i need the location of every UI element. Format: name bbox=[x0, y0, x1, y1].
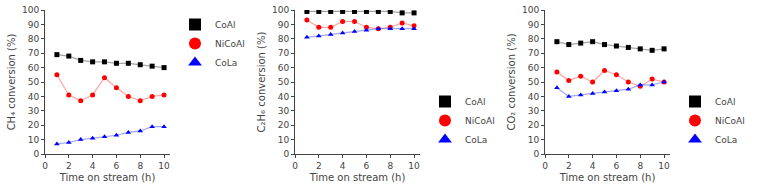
svg-text:CoAl: CoAl bbox=[465, 97, 485, 107]
svg-text:Time on stream (h): Time on stream (h) bbox=[59, 172, 156, 183]
svg-text:6: 6 bbox=[114, 161, 120, 171]
svg-text:0: 0 bbox=[33, 149, 39, 159]
svg-text:0: 0 bbox=[533, 149, 539, 159]
svg-text:10: 10 bbox=[408, 161, 420, 171]
svg-text:0: 0 bbox=[283, 149, 289, 159]
svg-text:40: 40 bbox=[528, 92, 540, 102]
svg-text:30: 30 bbox=[28, 106, 40, 116]
svg-text:CoAl: CoAl bbox=[715, 97, 735, 107]
svg-text:8: 8 bbox=[637, 161, 643, 171]
svg-text:2: 2 bbox=[566, 161, 572, 171]
svg-text:40: 40 bbox=[28, 92, 40, 102]
svg-text:4: 4 bbox=[590, 161, 596, 171]
svg-text:90: 90 bbox=[28, 20, 40, 30]
svg-text:40: 40 bbox=[278, 92, 290, 102]
svg-text:100: 100 bbox=[272, 5, 289, 15]
svg-text:100: 100 bbox=[22, 5, 39, 15]
svg-text:50: 50 bbox=[28, 77, 40, 87]
svg-text:20: 20 bbox=[28, 120, 40, 130]
svg-text:80: 80 bbox=[28, 34, 40, 44]
svg-text:Time on stream (h): Time on stream (h) bbox=[309, 172, 406, 183]
svg-text:CoLa: CoLa bbox=[465, 135, 487, 145]
svg-text:90: 90 bbox=[278, 20, 290, 30]
svg-text:60: 60 bbox=[28, 63, 40, 73]
svg-text:100: 100 bbox=[522, 5, 539, 15]
svg-text:70: 70 bbox=[528, 48, 540, 58]
svg-text:8: 8 bbox=[387, 161, 393, 171]
svg-text:CoAl: CoAl bbox=[215, 20, 235, 30]
svg-text:50: 50 bbox=[528, 77, 540, 87]
svg-text:10: 10 bbox=[158, 161, 170, 171]
svg-text:20: 20 bbox=[528, 120, 540, 130]
svg-text:CH₄ conversion (%): CH₄ conversion (%) bbox=[6, 34, 17, 131]
svg-text:10: 10 bbox=[658, 161, 670, 171]
svg-text:4: 4 bbox=[90, 161, 96, 171]
svg-text:10: 10 bbox=[278, 135, 290, 145]
svg-text:NiCoAl: NiCoAl bbox=[465, 116, 495, 126]
svg-text:C₂H₆ conversion (%): C₂H₆ conversion (%) bbox=[256, 32, 267, 133]
svg-text:CO₂ conversion (%): CO₂ conversion (%) bbox=[506, 33, 517, 130]
svg-text:70: 70 bbox=[28, 48, 40, 58]
svg-text:CoLa: CoLa bbox=[215, 58, 237, 68]
svg-text:2: 2 bbox=[66, 161, 72, 171]
svg-text:30: 30 bbox=[528, 106, 540, 116]
svg-text:0: 0 bbox=[42, 161, 48, 171]
svg-text:20: 20 bbox=[278, 120, 290, 130]
svg-text:10: 10 bbox=[528, 135, 540, 145]
svg-text:6: 6 bbox=[364, 161, 370, 171]
svg-text:10: 10 bbox=[28, 135, 40, 145]
svg-text:4: 4 bbox=[340, 161, 346, 171]
svg-text:90: 90 bbox=[528, 20, 540, 30]
svg-text:30: 30 bbox=[278, 106, 290, 116]
svg-text:60: 60 bbox=[528, 63, 540, 73]
svg-text:80: 80 bbox=[278, 34, 290, 44]
svg-text:Time on stream (h): Time on stream (h) bbox=[559, 172, 656, 183]
svg-text:0: 0 bbox=[292, 161, 298, 171]
svg-text:6: 6 bbox=[614, 161, 620, 171]
svg-text:80: 80 bbox=[528, 34, 540, 44]
svg-text:2: 2 bbox=[316, 161, 322, 171]
svg-text:8: 8 bbox=[137, 161, 143, 171]
svg-text:0: 0 bbox=[542, 161, 548, 171]
svg-text:70: 70 bbox=[278, 48, 290, 58]
svg-text:60: 60 bbox=[278, 63, 290, 73]
svg-text:CoLa: CoLa bbox=[715, 135, 737, 145]
svg-text:NiCoAl: NiCoAl bbox=[215, 39, 245, 49]
svg-text:50: 50 bbox=[278, 77, 290, 87]
svg-text:NiCoAl: NiCoAl bbox=[715, 116, 745, 126]
